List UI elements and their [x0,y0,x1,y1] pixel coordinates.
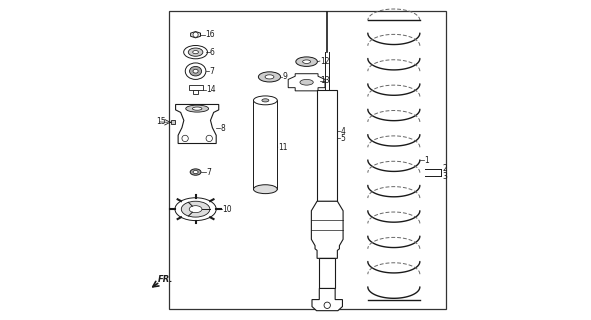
Text: 7: 7 [209,67,214,76]
Text: 4: 4 [340,127,345,136]
Ellipse shape [193,51,199,54]
Ellipse shape [193,171,198,174]
Bar [171,120,176,124]
Circle shape [324,302,330,308]
Ellipse shape [190,169,201,175]
Text: 16: 16 [205,30,215,39]
Ellipse shape [175,198,216,220]
Ellipse shape [258,72,281,82]
Ellipse shape [184,45,207,59]
Circle shape [206,135,212,142]
Ellipse shape [265,75,274,79]
Bar [319,258,335,288]
Ellipse shape [189,48,203,56]
Text: 3: 3 [443,172,447,181]
Polygon shape [288,74,325,91]
Circle shape [193,32,198,37]
Ellipse shape [186,105,209,112]
Bar [325,52,329,90]
Text: 14: 14 [207,85,216,94]
Text: 7: 7 [206,168,211,177]
Ellipse shape [262,99,269,102]
Text: 12: 12 [320,57,330,66]
Ellipse shape [181,201,210,217]
Ellipse shape [193,69,198,73]
Bar [317,90,337,201]
Text: 8: 8 [220,124,225,133]
Ellipse shape [185,63,206,79]
Bar [254,100,277,189]
Ellipse shape [296,57,317,67]
Ellipse shape [193,107,202,110]
Text: 5: 5 [340,134,345,143]
Text: 13: 13 [320,76,330,85]
Ellipse shape [254,185,277,194]
Text: 11: 11 [278,143,288,152]
Ellipse shape [300,79,313,85]
Polygon shape [191,32,200,38]
Bar [189,85,203,90]
Ellipse shape [190,67,202,76]
Bar [168,11,446,309]
Text: 10: 10 [222,205,232,214]
Polygon shape [312,288,342,311]
Ellipse shape [189,206,202,213]
Text: 2: 2 [443,164,447,173]
Text: 6: 6 [210,48,215,57]
Text: 1: 1 [424,156,428,164]
Ellipse shape [254,96,277,105]
Text: 15: 15 [157,117,166,126]
Polygon shape [311,201,343,258]
Bar [193,90,198,94]
Polygon shape [176,105,219,143]
Text: FR.: FR. [158,275,173,284]
Circle shape [182,135,189,142]
Text: 9: 9 [282,72,287,81]
Ellipse shape [303,60,310,63]
